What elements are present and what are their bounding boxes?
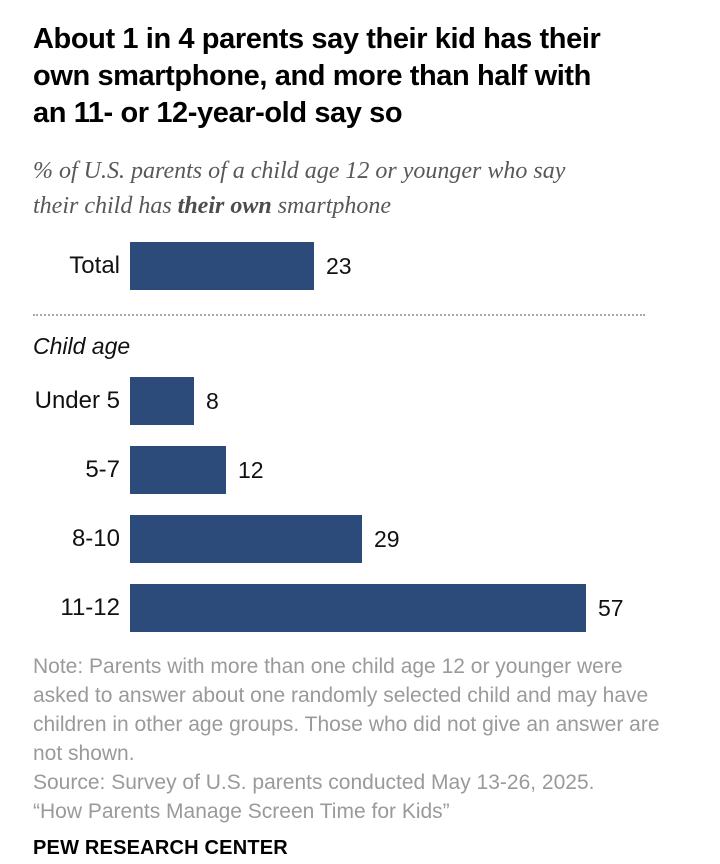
bar-11-12	[130, 584, 586, 632]
bar-value-label: 8	[206, 387, 219, 414]
bar-value-label: 23	[326, 252, 352, 279]
bar-value-label: 57	[598, 594, 624, 621]
citation-text: “How Parents Manage Screen Time for Kids…	[33, 800, 450, 823]
chart-title: About 1 in 4 parents say their kid has t…	[33, 23, 601, 129]
bar-value-label: 29	[374, 525, 400, 552]
subtitle-line-2-pre: their child has	[33, 193, 178, 219]
footer: Note: Parents with more than one child a…	[33, 652, 667, 860]
chart-subtitle: % of U.S. parents of a child age 12 or y…	[33, 154, 641, 224]
bar-row-total: Total 23	[33, 242, 690, 290]
subtitle-line-2-post: smartphone	[271, 193, 392, 219]
bar-category-label: Total	[69, 252, 120, 279]
bar-row-5-7: 5-7 12	[33, 446, 690, 494]
bar-category-label: Under 5	[34, 387, 120, 414]
bar-category-label: 8-10	[71, 525, 120, 552]
group-label-child-age: Child age	[33, 333, 131, 359]
pew-research-center-wordmark: PEW RESEARCH CENTER	[33, 837, 288, 859]
subtitle-line-1: % of U.S. parents of a child age 12 or y…	[33, 158, 566, 184]
bar-total	[130, 242, 314, 290]
bar-5-7	[130, 446, 226, 494]
bar-category-label: 5-7	[85, 456, 120, 483]
bar-row-under-5: Under 5 8	[33, 377, 690, 425]
dotted-divider	[33, 314, 645, 316]
bar-under-5	[130, 377, 194, 425]
bar-chart: Total 23 Child age Under 5 8 5-7 12 8-10…	[33, 242, 690, 632]
bar-row-11-12: 11-12 57	[33, 584, 690, 632]
bar-value-label: 12	[238, 456, 264, 483]
subtitle-emphasis: their own	[177, 193, 272, 219]
bar-8-10	[130, 515, 362, 563]
source-text: Source: Survey of U.S. parents conducted…	[33, 771, 595, 794]
note-text: Note: Parents with more than one child a…	[33, 655, 660, 765]
age-group-rows: Under 5 8 5-7 12 8-10 29 11-12 57	[33, 377, 690, 632]
bar-row-8-10: 8-10 29	[33, 515, 690, 563]
bar-category-label: 11-12	[60, 594, 120, 621]
